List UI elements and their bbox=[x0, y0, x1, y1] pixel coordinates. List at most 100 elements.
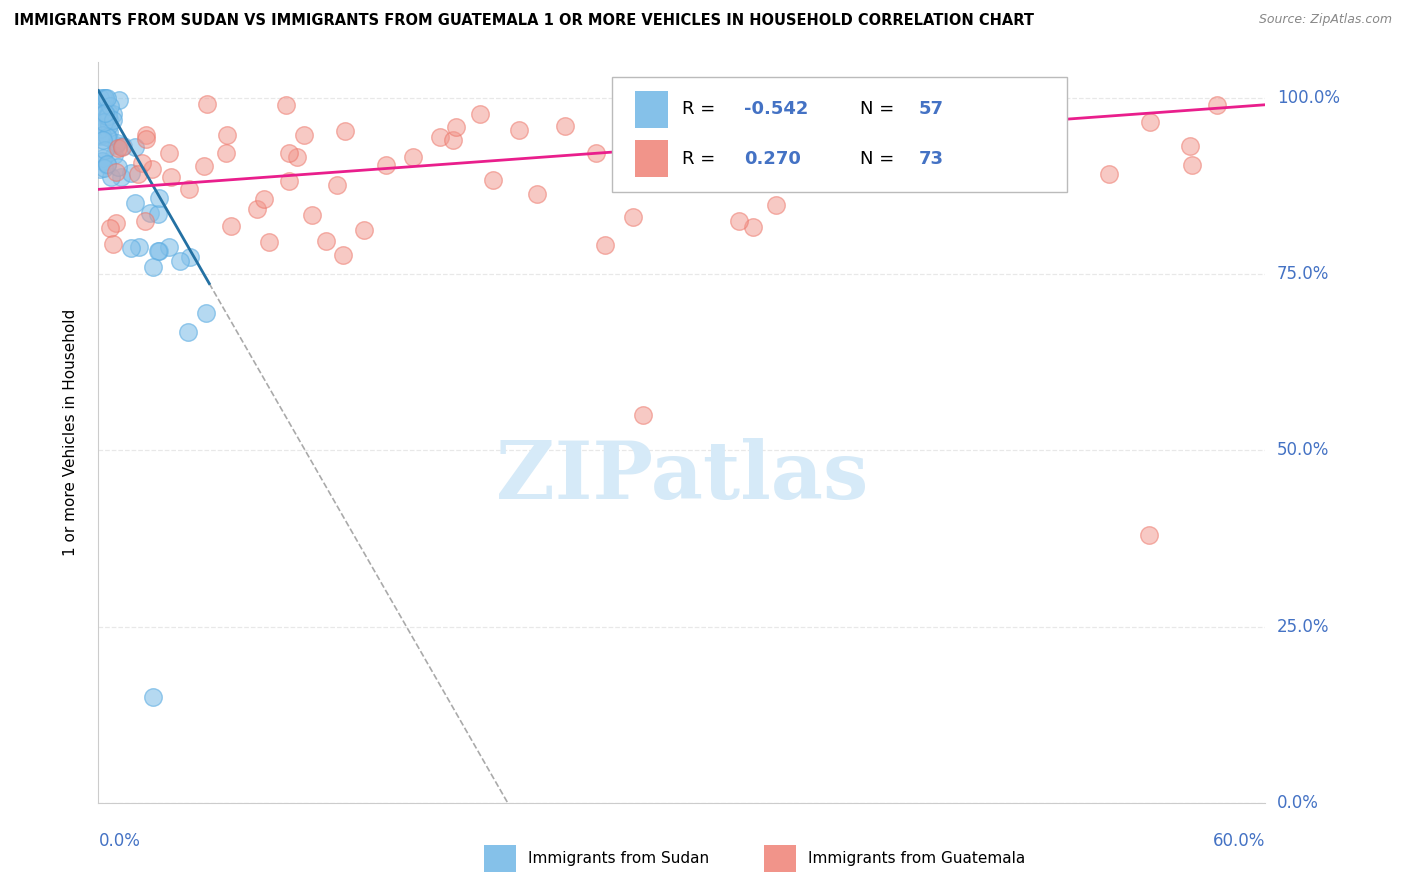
Point bbox=[104, 165, 127, 179]
Point bbox=[711, 91, 734, 105]
Point bbox=[195, 306, 218, 320]
Point bbox=[120, 166, 142, 180]
Point bbox=[148, 191, 170, 205]
Text: 60.0%: 60.0% bbox=[1213, 832, 1265, 850]
Point bbox=[214, 146, 236, 161]
Point bbox=[277, 145, 299, 160]
Point bbox=[441, 133, 464, 147]
Point bbox=[970, 91, 993, 105]
Point bbox=[402, 150, 425, 164]
Point bbox=[96, 120, 118, 134]
Point bbox=[1139, 115, 1161, 129]
Point bbox=[315, 234, 337, 248]
Point bbox=[177, 325, 200, 339]
Point bbox=[98, 99, 121, 113]
Point bbox=[108, 94, 131, 108]
Point bbox=[1181, 158, 1204, 172]
FancyBboxPatch shape bbox=[484, 845, 516, 871]
Text: 25.0%: 25.0% bbox=[1277, 617, 1330, 635]
Point bbox=[353, 222, 375, 236]
Point bbox=[97, 125, 120, 139]
Text: 100.0%: 100.0% bbox=[1277, 88, 1340, 107]
Point bbox=[993, 136, 1015, 150]
Point bbox=[468, 107, 491, 121]
Point bbox=[1007, 144, 1029, 158]
Point bbox=[1178, 139, 1201, 153]
Point bbox=[508, 122, 530, 136]
Y-axis label: 1 or more Vehicles in Household: 1 or more Vehicles in Household bbox=[63, 309, 77, 557]
Point bbox=[105, 216, 128, 230]
Point bbox=[89, 129, 111, 144]
Point bbox=[107, 141, 129, 155]
Text: 73: 73 bbox=[918, 150, 943, 168]
Point bbox=[96, 158, 118, 172]
Text: 0.270: 0.270 bbox=[744, 150, 800, 168]
Point bbox=[142, 260, 165, 274]
Point bbox=[96, 129, 118, 144]
Point bbox=[128, 239, 150, 253]
Text: 0.0%: 0.0% bbox=[98, 832, 141, 850]
FancyBboxPatch shape bbox=[763, 845, 796, 871]
FancyBboxPatch shape bbox=[612, 78, 1067, 192]
Point bbox=[124, 195, 146, 210]
Point bbox=[112, 139, 135, 153]
Point bbox=[253, 192, 276, 206]
Point bbox=[103, 107, 125, 121]
Point bbox=[135, 132, 157, 146]
Point bbox=[292, 128, 315, 142]
Text: R =: R = bbox=[682, 150, 721, 168]
Point bbox=[938, 109, 960, 123]
Point bbox=[146, 207, 169, 221]
Point bbox=[131, 156, 153, 170]
Point bbox=[526, 186, 548, 201]
Point bbox=[195, 96, 218, 111]
Point bbox=[1205, 97, 1227, 112]
Point bbox=[97, 130, 120, 145]
Point bbox=[853, 109, 876, 123]
Point bbox=[332, 248, 354, 262]
Point bbox=[93, 161, 115, 175]
Point bbox=[89, 122, 111, 136]
Point bbox=[444, 120, 467, 135]
Point bbox=[141, 161, 163, 176]
Point bbox=[276, 98, 298, 112]
Point bbox=[910, 138, 932, 153]
Point bbox=[860, 158, 883, 172]
Point bbox=[91, 91, 114, 105]
Point bbox=[89, 109, 111, 123]
Point bbox=[1137, 528, 1160, 542]
Point bbox=[100, 169, 122, 184]
Point bbox=[94, 91, 117, 105]
Point bbox=[429, 130, 451, 145]
Point bbox=[103, 237, 125, 252]
Point bbox=[127, 167, 149, 181]
Point bbox=[374, 158, 396, 172]
Point bbox=[217, 128, 239, 142]
Point bbox=[193, 160, 215, 174]
Point bbox=[665, 100, 688, 114]
Point bbox=[554, 119, 576, 133]
Point bbox=[96, 91, 118, 105]
Point bbox=[335, 124, 357, 138]
Point bbox=[482, 173, 505, 187]
Point bbox=[692, 96, 714, 111]
Point bbox=[101, 113, 124, 128]
Point bbox=[325, 178, 347, 193]
Point bbox=[891, 141, 914, 155]
Point bbox=[219, 219, 242, 234]
Point bbox=[104, 138, 127, 153]
Point bbox=[765, 198, 787, 212]
Point bbox=[96, 157, 118, 171]
Point bbox=[631, 408, 654, 422]
Point bbox=[98, 221, 121, 235]
Point bbox=[148, 244, 170, 259]
Point bbox=[728, 213, 751, 227]
Point bbox=[91, 133, 114, 147]
Point bbox=[741, 219, 763, 234]
Text: 57: 57 bbox=[918, 100, 943, 118]
Point bbox=[96, 109, 118, 123]
Point bbox=[97, 119, 120, 133]
Text: N =: N = bbox=[860, 100, 900, 118]
Point bbox=[246, 202, 269, 216]
Point bbox=[621, 210, 644, 224]
